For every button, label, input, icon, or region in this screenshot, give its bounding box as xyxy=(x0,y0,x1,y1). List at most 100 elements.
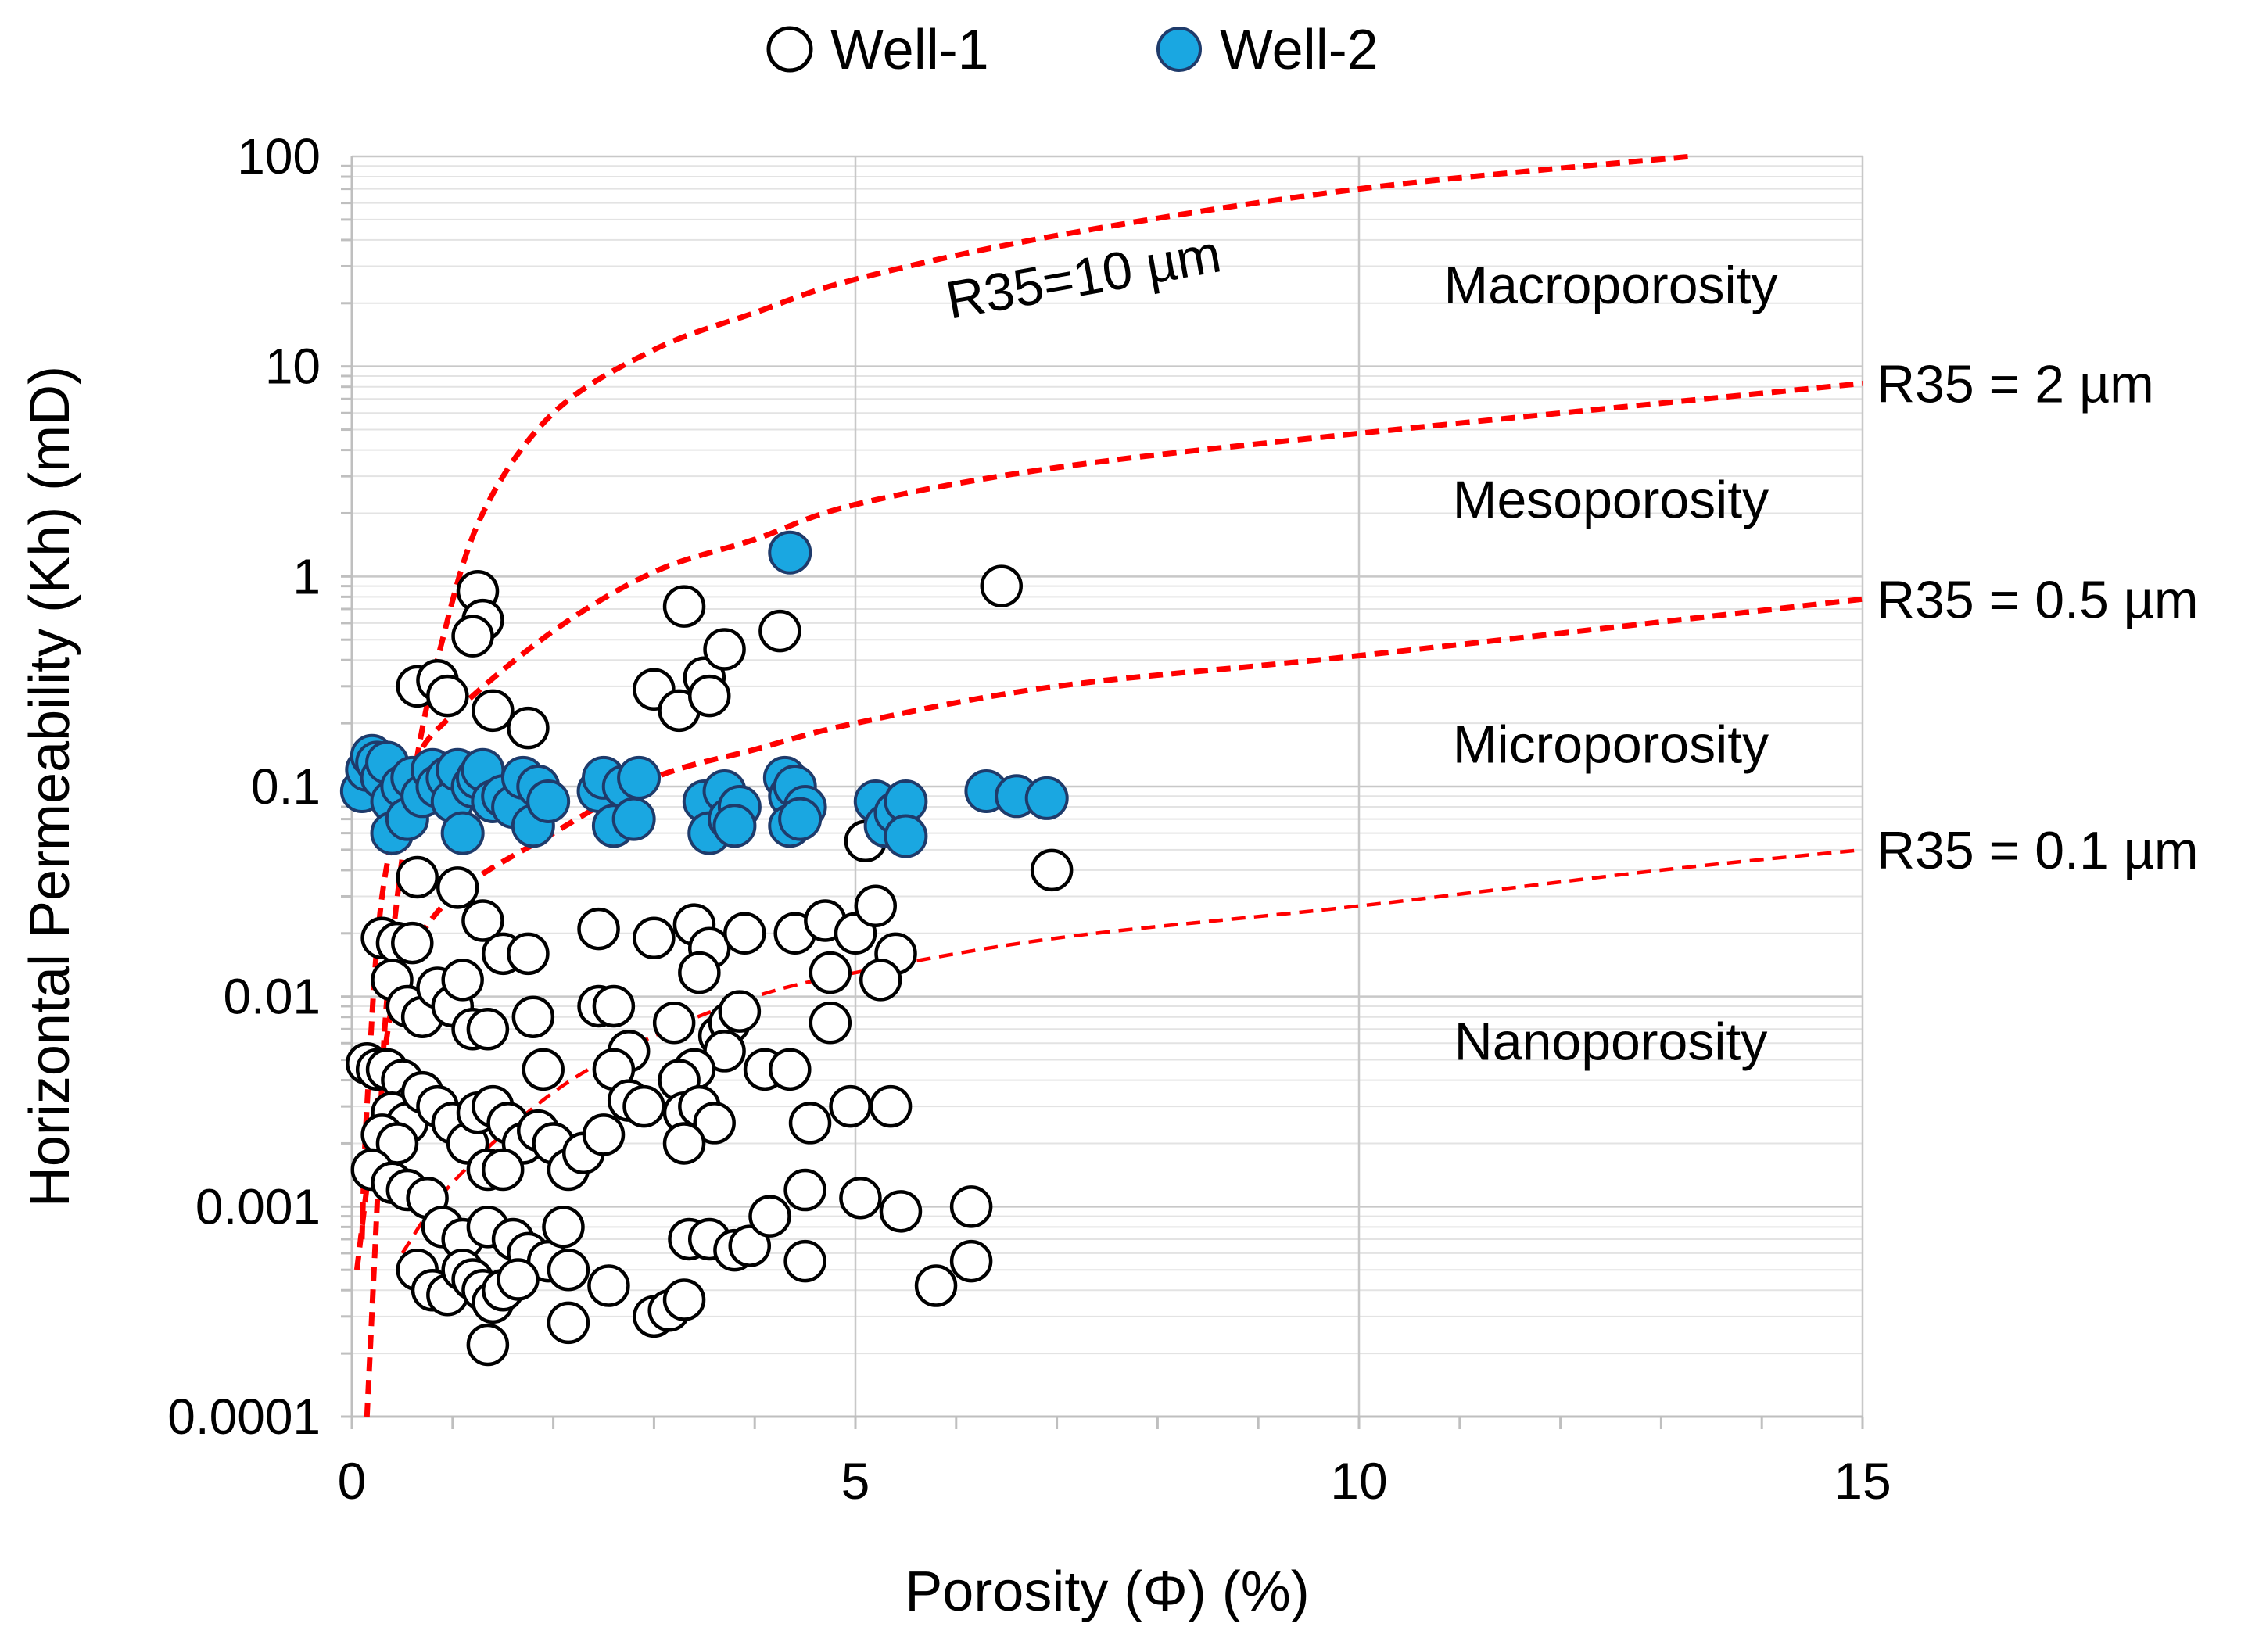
point-well-1 xyxy=(703,628,746,671)
point-well-1 xyxy=(507,706,550,750)
y-tick-label: 0.0001 xyxy=(167,1389,321,1445)
point-well-1 xyxy=(687,674,731,718)
point-well-1 xyxy=(949,1185,993,1228)
x-tick-label: 15 xyxy=(1834,1452,1891,1510)
point-well-1 xyxy=(879,1190,923,1233)
point-well-2 xyxy=(768,530,812,575)
point-well-1 xyxy=(542,1206,585,1249)
point-well-1 xyxy=(980,564,1024,607)
point-well-1 xyxy=(662,1278,706,1321)
point-well-1 xyxy=(783,1239,826,1283)
legend-marker-well-1 xyxy=(766,26,813,73)
point-well-1 xyxy=(633,916,676,960)
y-tick-label: 0.01 xyxy=(223,969,321,1025)
point-well-1 xyxy=(582,1113,626,1156)
point-well-1 xyxy=(451,615,494,658)
y-axis-title: Horizontal Permeability (Kh) (mD) xyxy=(19,366,81,1207)
y-tick-labels: 100 10 1 0.1 0.01 0.001 0.0001 xyxy=(167,128,321,1445)
x-tick-label: 0 xyxy=(338,1452,367,1510)
point-well-1 xyxy=(788,1102,832,1145)
point-well-2 xyxy=(778,797,823,841)
series-well-2 xyxy=(339,530,1069,858)
y-tick-label: 100 xyxy=(237,128,321,185)
point-well-1 xyxy=(481,1148,525,1192)
point-well-1 xyxy=(511,995,555,1038)
curve-label: R35 = 2 µm xyxy=(1877,354,2154,414)
point-well-1 xyxy=(577,907,620,951)
point-well-1 xyxy=(436,866,479,909)
point-well-2 xyxy=(712,804,757,848)
point-well-1 xyxy=(466,1008,510,1051)
point-well-2 xyxy=(611,797,656,841)
region-label: Mesoporosity xyxy=(1453,470,1769,529)
legend: Well-1 Well-2 xyxy=(766,19,1379,81)
point-well-1 xyxy=(426,674,469,718)
point-well-1 xyxy=(662,1122,706,1165)
region-label: Microporosity xyxy=(1453,715,1769,774)
y-tick-label: 0.1 xyxy=(251,758,321,815)
legend-marker-well-2 xyxy=(1156,27,1202,72)
point-well-1 xyxy=(547,1301,590,1345)
point-well-1 xyxy=(854,884,898,928)
point-well-1 xyxy=(949,1239,993,1283)
region-label: Macroporosity xyxy=(1443,256,1777,315)
curve-3 xyxy=(400,848,1863,1255)
series-well-1 xyxy=(346,564,1074,1367)
point-well-1 xyxy=(693,1102,736,1145)
legend-label-well-2: Well-2 xyxy=(1220,19,1379,81)
y-minor-ticks xyxy=(341,164,352,1418)
x-tick-label: 10 xyxy=(1330,1452,1387,1510)
point-well-1 xyxy=(497,1258,540,1301)
point-well-1 xyxy=(718,990,762,1033)
point-well-1 xyxy=(466,1323,510,1367)
point-well-1 xyxy=(587,1264,630,1307)
point-well-2 xyxy=(617,755,662,800)
point-well-1 xyxy=(522,1048,565,1091)
curve-label: R35 = 0.5 µm xyxy=(1877,570,2199,629)
point-well-2 xyxy=(526,779,571,823)
y-tick-label: 0.001 xyxy=(195,1178,321,1235)
point-well-1 xyxy=(809,1001,852,1045)
region-labels: Macroporosity Mesoporosity Microporosity Na… xyxy=(1443,256,1777,1072)
point-well-1 xyxy=(662,585,706,628)
point-well-1 xyxy=(914,1264,958,1307)
point-well-1 xyxy=(461,899,504,942)
point-well-1 xyxy=(809,951,852,994)
point-well-1 xyxy=(829,1084,872,1128)
point-well-1 xyxy=(441,959,484,1002)
point-well-1 xyxy=(472,689,515,733)
point-well-1 xyxy=(507,932,550,976)
point-well-1 xyxy=(391,921,434,965)
curve-1 xyxy=(359,380,1863,1240)
point-well-1 xyxy=(748,1195,791,1238)
x-axis-title: Porosity (Φ) (%) xyxy=(905,1561,1309,1623)
x-tick-labels: 0 5 10 15 xyxy=(338,1452,1891,1510)
point-well-1 xyxy=(652,1001,696,1045)
y-tick-label: 1 xyxy=(292,548,321,604)
point-well-1 xyxy=(839,1176,882,1220)
region-label: Nanoporosity xyxy=(1454,1012,1768,1072)
point-well-1 xyxy=(769,1048,812,1091)
point-well-1 xyxy=(859,959,902,1002)
point-well-1 xyxy=(1030,848,1074,892)
point-well-1 xyxy=(758,609,801,653)
point-well-1 xyxy=(622,1084,665,1128)
point-well-1 xyxy=(592,984,636,1028)
x-tick-label: 5 xyxy=(841,1452,870,1510)
curve-label: R35 = 0.1 µm xyxy=(1877,821,2199,880)
point-well-1 xyxy=(396,855,439,899)
point-well-1 xyxy=(678,951,721,994)
y-tick-label: 10 xyxy=(265,339,321,395)
point-well-1 xyxy=(728,1224,772,1267)
point-well-1 xyxy=(547,1248,590,1292)
legend-label-well-1: Well-1 xyxy=(830,19,989,81)
point-well-1 xyxy=(723,912,766,955)
curve-0 xyxy=(364,153,1692,1417)
x-minor-ticks xyxy=(350,1417,1864,1429)
point-well-1 xyxy=(869,1084,913,1128)
point-well-2 xyxy=(884,814,928,858)
point-well-2 xyxy=(1024,776,1069,820)
point-well-1 xyxy=(783,1168,826,1212)
point-well-2 xyxy=(440,811,485,855)
